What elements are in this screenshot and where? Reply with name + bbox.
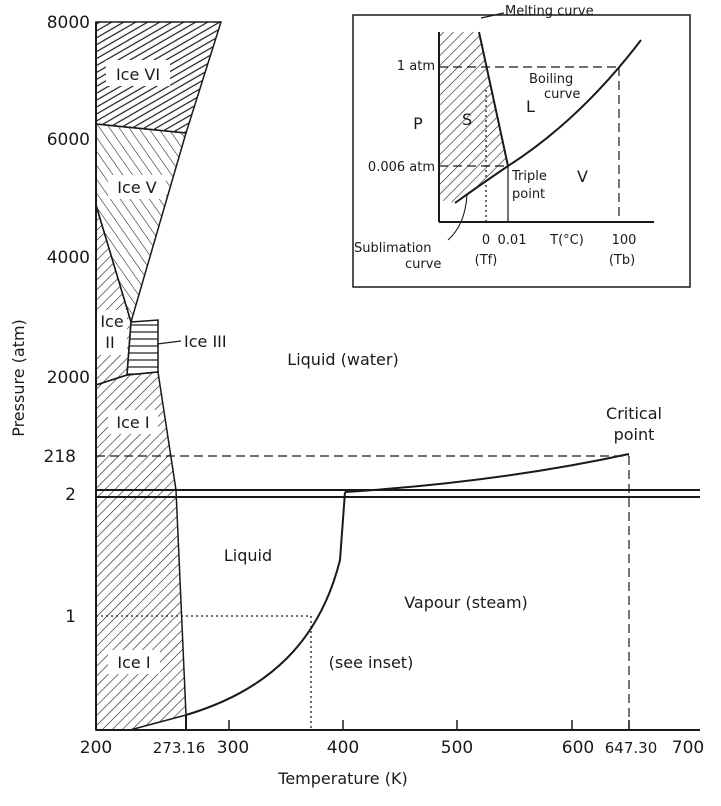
label-liquid: Liquid xyxy=(224,546,272,565)
vaporization-curve-upper xyxy=(344,453,630,493)
y-axis-label: Pressure (atm) xyxy=(9,319,28,437)
inset-y-tick-0.006atm: 0.006 atm xyxy=(368,160,435,175)
label-ice-ii-line1: Ice xyxy=(100,312,123,331)
inset-y-tick-1atm: 1 atm xyxy=(397,59,435,74)
y-tick-6000: 6000 xyxy=(47,130,90,150)
label-ice-i-upper: Ice I xyxy=(116,413,149,432)
y-tick-2000: 2000 xyxy=(47,368,90,388)
inset-tf-label: (Tf) xyxy=(475,253,498,268)
inset-x-axis-label: T(°C) xyxy=(549,233,584,248)
inset-vapour-label: V xyxy=(577,167,588,186)
label-critical-point-line1: Critical xyxy=(606,404,662,423)
inset-sublimation-label-line1: Sublimation xyxy=(354,241,432,256)
label-liquid-water: Liquid (water) xyxy=(287,350,398,369)
inset-p-label: P xyxy=(413,114,423,133)
x-tick-500: 500 xyxy=(441,738,473,758)
y-tick-8000: 8000 xyxy=(47,13,90,33)
label-see-inset: (see inset) xyxy=(329,653,414,672)
inset-melting-curve-label: Melting curve xyxy=(505,4,594,19)
inset-x-tick-100: 100 xyxy=(612,233,637,248)
x-axis-label: Temperature (K) xyxy=(277,769,407,788)
inset-sublimation-boiling-curve xyxy=(454,39,642,204)
y-tick-2: 2 xyxy=(65,485,76,505)
x-tick-300: 300 xyxy=(217,738,249,758)
label-ice-v: Ice V xyxy=(117,178,156,197)
label-ice-ii-line2: II xyxy=(105,333,114,352)
x-tick-marks xyxy=(185,716,630,730)
label-ice-i-lower: Ice I xyxy=(117,653,150,672)
inset-diagram: 1 atm 0.006 atm P S L V Melting curve Bo… xyxy=(352,4,691,288)
inset-x-tick-0.01: 0.01 xyxy=(498,233,527,248)
vaporization-curve-lower xyxy=(185,491,346,716)
label-ice-vi: Ice VI xyxy=(116,65,160,84)
x-tick-200: 200 xyxy=(80,738,112,758)
x-tick-700: 700 xyxy=(672,738,704,758)
x-tick-647.30: 647.30 xyxy=(605,739,658,757)
label-ice-iii: Ice III xyxy=(184,332,227,351)
inset-tb-label: (Tb) xyxy=(609,253,635,268)
y-tick-218: 218 xyxy=(44,447,76,467)
y-tick-labels: 8000 6000 4000 2000 218 2 1 xyxy=(44,13,90,627)
inset-liquid-label: L xyxy=(526,97,535,116)
y-tick-1: 1 xyxy=(65,607,76,627)
x-tick-600: 600 xyxy=(562,738,594,758)
x-tick-273.16: 273.16 xyxy=(153,739,206,757)
y-tick-4000: 4000 xyxy=(47,248,90,268)
label-vapour: Vapour (steam) xyxy=(404,593,528,612)
inset-melting-curve xyxy=(478,31,509,167)
inset-x-tick-0: 0 xyxy=(482,233,490,248)
ice-iii-leader-line xyxy=(156,340,182,345)
inset-boiling-label-line2: curve xyxy=(544,87,580,102)
inset-sublimation-label-line2: curve xyxy=(405,257,441,272)
ice-iii-region xyxy=(126,319,159,376)
inset-triple-label-line1: Triple xyxy=(511,169,547,184)
x-tick-400: 400 xyxy=(327,738,359,758)
inset-boiling-label-line1: Boiling xyxy=(529,72,573,87)
label-critical-point-line2: point xyxy=(614,425,655,444)
inset-solid-label: S xyxy=(462,110,472,129)
inset-triple-label-line2: point xyxy=(512,187,545,202)
